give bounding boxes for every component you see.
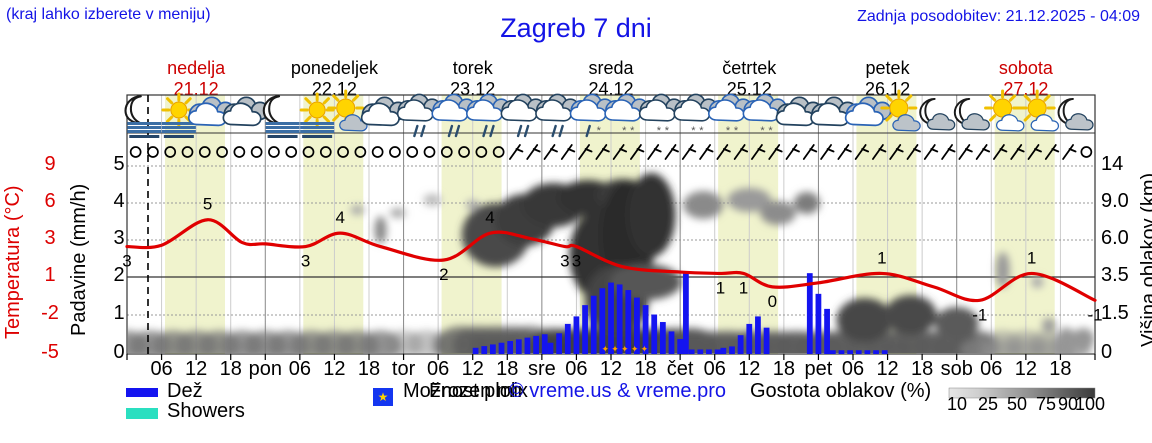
svg-text:1: 1: [739, 278, 748, 297]
svg-text:*: *: [630, 125, 635, 137]
svg-text:*: *: [760, 125, 765, 137]
svg-text:5: 5: [203, 195, 212, 214]
svg-text:*: *: [622, 125, 627, 137]
svg-text:3: 3: [572, 252, 581, 271]
svg-text:3: 3: [122, 252, 131, 271]
svg-text:2: 2: [439, 265, 448, 284]
svg-text:1: 1: [1027, 248, 1036, 267]
svg-text:100: 100: [1075, 394, 1105, 414]
svg-text:3: 3: [301, 252, 310, 271]
svg-text:0: 0: [768, 292, 777, 311]
svg-text:4: 4: [485, 208, 494, 227]
svg-text:✦: ✦: [611, 344, 619, 354]
svg-text:*: *: [699, 125, 704, 137]
svg-text:*: *: [691, 125, 696, 137]
svg-text:1: 1: [877, 248, 886, 267]
svg-text:-1: -1: [1087, 305, 1102, 324]
svg-text:4: 4: [335, 208, 344, 227]
svg-text:*: *: [768, 125, 773, 137]
svg-text:3: 3: [560, 252, 569, 271]
svg-text:50: 50: [1007, 394, 1027, 414]
svg-text:✦: ✦: [621, 344, 629, 354]
svg-text:*: *: [726, 125, 731, 137]
svg-text:*: *: [597, 125, 602, 137]
svg-text:1: 1: [716, 278, 725, 297]
svg-text:*: *: [665, 125, 670, 137]
svg-text:✦: ✦: [631, 344, 639, 354]
svg-text:-1: -1: [972, 305, 987, 324]
svg-text:75: 75: [1036, 394, 1056, 414]
svg-text:*: *: [734, 125, 739, 137]
svg-text:*: *: [657, 125, 662, 137]
svg-text:✦: ✦: [601, 344, 609, 354]
svg-text:10: 10: [947, 394, 967, 414]
svg-text:✦: ✦: [641, 344, 649, 354]
svg-text:25: 25: [978, 394, 998, 414]
